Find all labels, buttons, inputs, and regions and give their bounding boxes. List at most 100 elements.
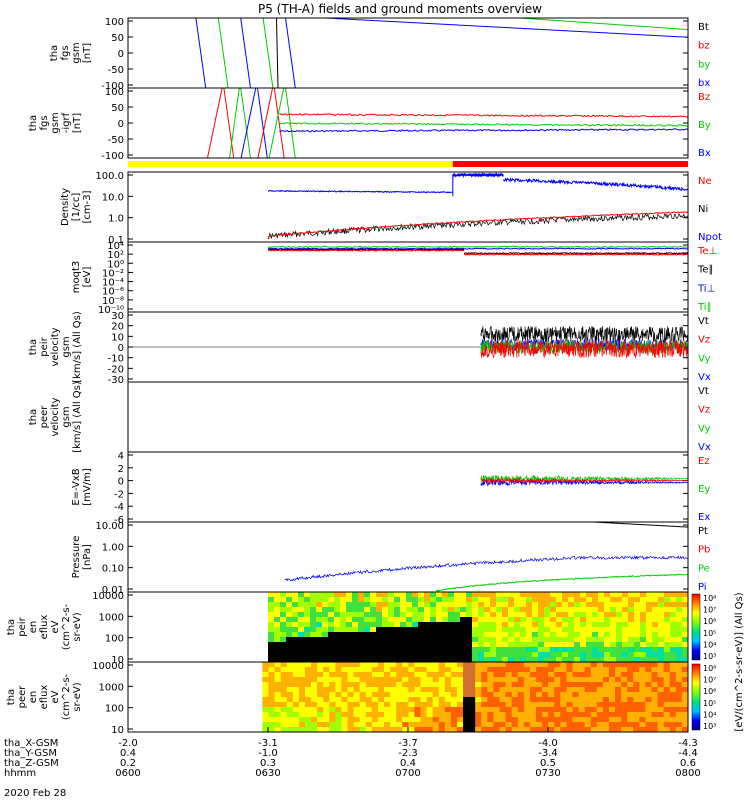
spectrogram-cell: [280, 727, 288, 732]
y-axis-label: gsm: [61, 336, 72, 357]
spectrogram-cell: [536, 692, 543, 698]
spectrogram-cell: [652, 642, 659, 648]
spectrogram-cell: [536, 697, 543, 703]
spectrogram-cell: [658, 652, 665, 658]
ti-par-trace: [267, 245, 688, 248]
spectrogram-cell: [298, 622, 305, 628]
y-axis-label: (cm^2-s-: [61, 673, 72, 720]
spectrogram-cell: [304, 647, 311, 653]
spectrogram-cell: [616, 627, 623, 633]
spectrogram-cell: [664, 607, 671, 613]
spectrogram-cell: [469, 692, 476, 698]
spectrogram-cell: [364, 617, 371, 623]
spectrogram-cell: [596, 672, 604, 678]
spectrogram-cell: [517, 702, 525, 708]
spectrogram-cell: [523, 697, 531, 703]
spectrogram-cell: [487, 707, 495, 713]
spectrogram-cell: [341, 727, 349, 732]
spectrogram-cell: [602, 712, 610, 718]
spectrogram-cell: [502, 647, 509, 653]
y-axis-label: [nT]: [72, 113, 83, 133]
spectrogram-cell: [365, 697, 373, 703]
spectrogram-cell: [657, 662, 665, 668]
spectrogram-cell: [424, 612, 431, 618]
spectrogram-cell: [487, 717, 495, 723]
spectrogram-cell: [578, 677, 586, 683]
spectrogram-cell: [466, 652, 473, 658]
spectrogram-cell: [418, 647, 425, 653]
spectrogram-cell: [651, 722, 659, 728]
spectrogram-cell: [347, 682, 355, 688]
spectrogram-cell: [652, 647, 659, 653]
x-row-value: 0.6: [680, 758, 696, 769]
spectrogram-cell: [352, 637, 359, 643]
spectrogram-cell: [627, 687, 634, 693]
bx-trace: [279, 128, 688, 133]
spectrogram-cell: [286, 672, 294, 678]
spectrogram-cell: [590, 722, 598, 728]
field-trace: [223, 88, 235, 158]
spectrogram-cell: [328, 642, 335, 648]
spectrogram-cell: [340, 612, 347, 618]
spectrogram-cell: [358, 642, 365, 648]
y-tick-label: 10⁻⁶: [102, 287, 124, 298]
spectrogram-cell: [280, 657, 287, 662]
spectrogram-cell: [634, 642, 641, 648]
spectrogram-cell: [628, 617, 635, 623]
spectrogram-cell: [481, 692, 488, 698]
spectrogram-cell: [598, 607, 605, 613]
spectrogram-cell: [475, 682, 482, 688]
spectrogram-cell: [286, 712, 294, 718]
spectrogram-cell: [490, 622, 497, 628]
spectrogram-cell: [412, 617, 419, 623]
spectrogram-cell: [414, 692, 422, 698]
spectrogram-cell: [475, 687, 482, 693]
spectrogram-cell: [310, 602, 317, 608]
spectrogram-cell: [460, 657, 467, 662]
y-tick-label: 10⁻⁴: [102, 278, 124, 289]
spectrogram-cell: [646, 607, 653, 613]
spectrogram-cell: [323, 712, 330, 718]
spectrogram-cell: [274, 662, 282, 668]
spectrogram-cell: [406, 607, 413, 613]
spectrogram-cell: [676, 607, 683, 613]
spectrogram-cell: [420, 692, 428, 698]
spectrogram-cell: [505, 697, 513, 703]
spectrogram-cell: [384, 727, 391, 732]
y-axis-label: Density: [60, 188, 71, 226]
spectrogram-cell: [274, 657, 281, 662]
spectrogram-cell: [475, 677, 482, 683]
spectrogram-cell: [438, 672, 446, 678]
spectrogram-cell: [444, 677, 452, 683]
spectrogram-cell: [322, 647, 329, 653]
spectrogram-cell: [298, 722, 306, 728]
spectrogram-cell: [523, 702, 531, 708]
spectrogram-cell: [634, 657, 641, 662]
spectrogram-cell: [396, 707, 403, 713]
spectrogram-cell: [358, 592, 365, 598]
spectrogram-cell: [454, 637, 461, 643]
spectrogram-cell: [358, 597, 365, 603]
spectrogram-cell: [663, 707, 671, 713]
spectrogram-cell: [475, 722, 482, 728]
spectrogram-cell: [292, 712, 300, 718]
spectrogram-cell: [370, 632, 377, 638]
y-axis-label: sr-eV): [72, 682, 83, 711]
spectrogram-cell: [640, 632, 647, 638]
spectrogram-cell: [536, 722, 543, 728]
y-tick-label: -50: [108, 65, 124, 76]
spectrogram-cell: [384, 697, 391, 703]
spectrogram-cell: [556, 612, 563, 618]
spectrogram-cell: [627, 722, 634, 728]
spectrogram-cell: [371, 672, 379, 678]
spectrogram-cell: [390, 692, 397, 698]
spectrogram-cell: [548, 722, 555, 728]
spectrogram-cell: [274, 627, 281, 633]
spectrogram-cell: [388, 637, 395, 643]
spectrogram-cell: [268, 682, 276, 688]
spectrogram-cell: [396, 687, 403, 693]
spectrogram-cell: [490, 612, 497, 618]
spectrogram-cell: [341, 672, 349, 678]
spectrogram-cell: [365, 707, 373, 713]
spectrogram-cell: [304, 657, 311, 662]
